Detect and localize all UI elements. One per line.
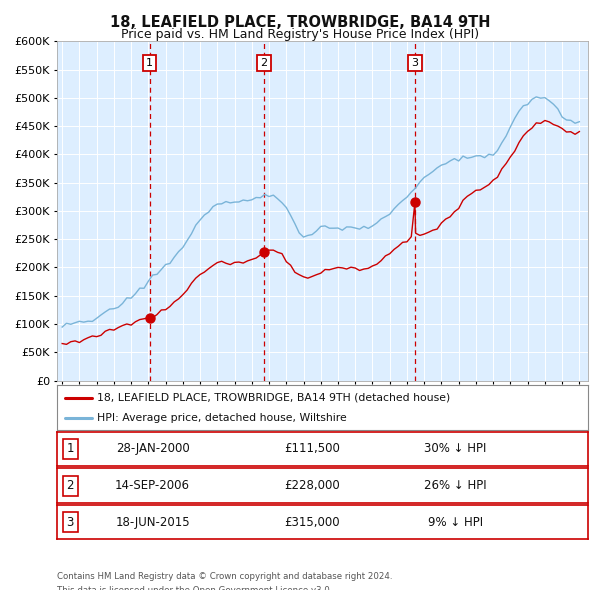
Text: HPI: Average price, detached house, Wiltshire: HPI: Average price, detached house, Wilt… (97, 412, 347, 422)
Text: 30% ↓ HPI: 30% ↓ HPI (424, 442, 487, 455)
Text: £315,000: £315,000 (284, 516, 340, 529)
Text: 2: 2 (260, 58, 268, 68)
Text: 3: 3 (67, 516, 74, 529)
Text: 28-JAN-2000: 28-JAN-2000 (116, 442, 190, 455)
Text: Price paid vs. HM Land Registry's House Price Index (HPI): Price paid vs. HM Land Registry's House … (121, 28, 479, 41)
Text: Contains HM Land Registry data © Crown copyright and database right 2024.: Contains HM Land Registry data © Crown c… (57, 572, 392, 581)
Text: 1: 1 (146, 58, 153, 68)
Text: This data is licensed under the Open Government Licence v3.0.: This data is licensed under the Open Gov… (57, 586, 332, 590)
Text: 2: 2 (67, 479, 74, 492)
Text: £111,500: £111,500 (284, 442, 340, 455)
Text: £228,000: £228,000 (284, 479, 340, 492)
Text: 26% ↓ HPI: 26% ↓ HPI (424, 479, 487, 492)
Text: 18, LEAFIELD PLACE, TROWBRIDGE, BA14 9TH: 18, LEAFIELD PLACE, TROWBRIDGE, BA14 9TH (110, 15, 490, 30)
Text: 3: 3 (412, 58, 418, 68)
Text: 1: 1 (67, 442, 74, 455)
Text: 18, LEAFIELD PLACE, TROWBRIDGE, BA14 9TH (detached house): 18, LEAFIELD PLACE, TROWBRIDGE, BA14 9TH… (97, 393, 450, 402)
Text: 14-SEP-2006: 14-SEP-2006 (115, 479, 190, 492)
Text: 9% ↓ HPI: 9% ↓ HPI (428, 516, 483, 529)
Text: 18-JUN-2015: 18-JUN-2015 (115, 516, 190, 529)
